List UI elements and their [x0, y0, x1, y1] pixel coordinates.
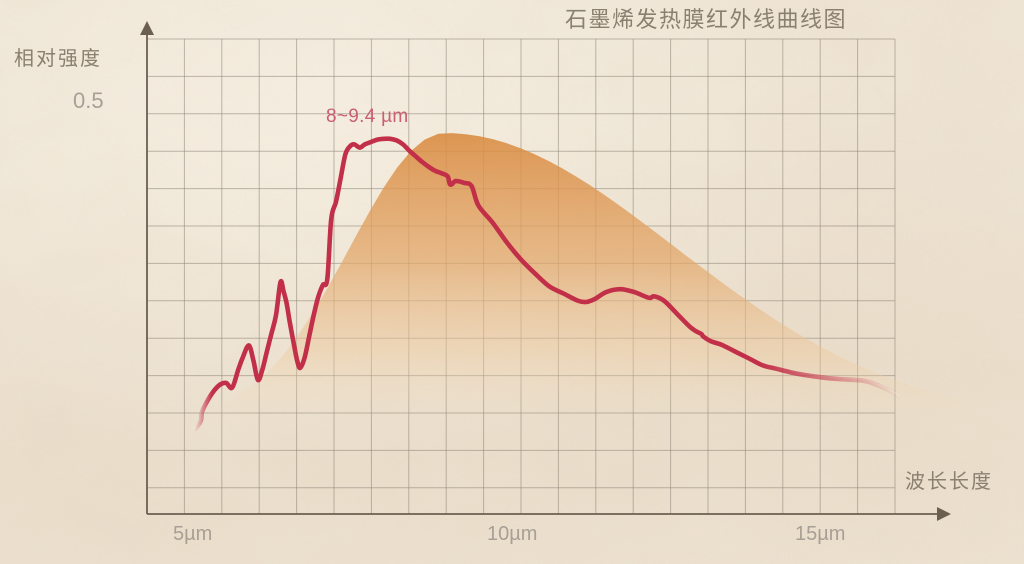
svg-text:波长长度: 波长长度 [905, 470, 993, 493]
svg-text:5µm: 5µm [173, 523, 212, 545]
svg-text:石墨烯发热膜红外线曲线图: 石墨烯发热膜红外线曲线图 [565, 7, 847, 32]
svg-text:8~9.4 µm: 8~9.4 µm [326, 106, 409, 127]
svg-text:相对强度: 相对强度 [14, 47, 102, 70]
svg-text:10µm: 10µm [487, 523, 537, 545]
svg-text:0.5: 0.5 [73, 88, 104, 113]
svg-text:15µm: 15µm [795, 523, 845, 545]
